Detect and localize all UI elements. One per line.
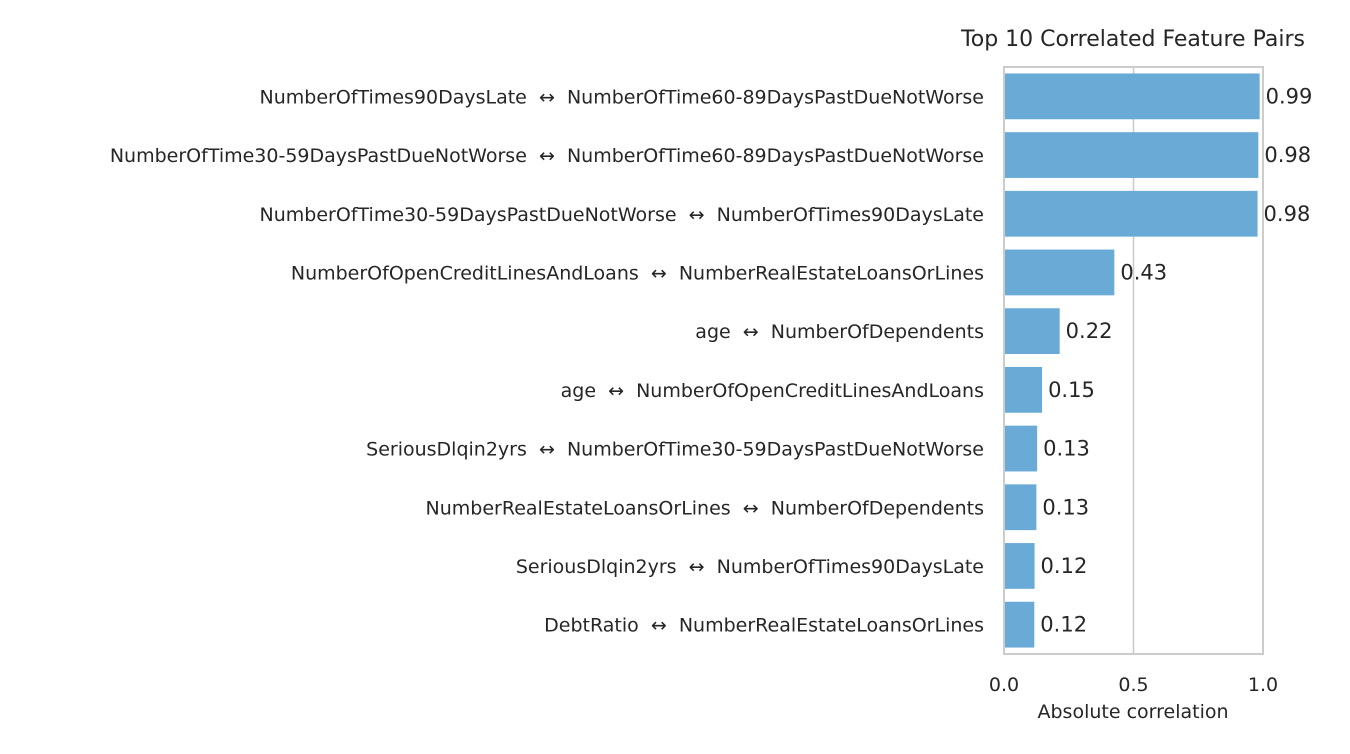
- bar: [1005, 425, 1038, 472]
- value-label: 0.12: [1041, 554, 1088, 578]
- value-label: 0.99: [1266, 84, 1313, 108]
- category-label: age ↔ NumberOfDependents: [695, 321, 984, 343]
- category-labels: NumberOfTimes90DaysLate ↔ NumberOfTime60…: [110, 86, 984, 636]
- x-tick-label: 1.0: [1248, 674, 1278, 696]
- value-label: 0.13: [1042, 495, 1089, 519]
- bar: [1005, 543, 1035, 589]
- value-label: 0.15: [1048, 378, 1095, 402]
- value-labels: 0.99 0.98 0.98 0.43 0.22 0.15 0.13 0.13 0.12 0.12: [1040, 84, 1312, 636]
- category-label: NumberRealEstateLoansOrLines ↔ NumberOfD…: [426, 497, 984, 519]
- chart-title: Top 10 Correlated Feature Pairs: [960, 27, 1305, 52]
- bar: [1005, 484, 1037, 531]
- bar: [1005, 249, 1115, 296]
- value-label: 0.13: [1043, 437, 1090, 461]
- category-label: age ↔ NumberOfOpenCreditLinesAndLoans: [561, 380, 984, 402]
- category-label: NumberOfTimes90DaysLate ↔ NumberOfTime60…: [260, 86, 984, 108]
- x-tick-label: 0.5: [1118, 674, 1148, 696]
- value-label: 0.12: [1040, 613, 1087, 637]
- bar: [1005, 73, 1260, 120]
- category-label: NumberOfTime30-59DaysPastDueNotWorse ↔ N…: [110, 145, 984, 167]
- plot-frame: [1003, 66, 1264, 655]
- bar: [1005, 366, 1043, 413]
- x-axis-ticks: 0.0 0.5 1.0: [989, 674, 1278, 696]
- bars: [1005, 73, 1260, 648]
- value-label: 0.98: [1264, 202, 1311, 226]
- bar: [1005, 308, 1060, 355]
- x-tick-label: 0.0: [989, 674, 1019, 696]
- value-label: 0.98: [1264, 143, 1311, 167]
- bar: [1005, 190, 1258, 237]
- value-label: 0.43: [1120, 260, 1167, 284]
- x-axis-title: Absolute correlation: [1037, 701, 1228, 723]
- category-label: SeriousDlqin2yrs ↔ NumberOfTimes90DaysLa…: [516, 556, 984, 578]
- category-label: DebtRatio ↔ NumberRealEstateLoansOrLines: [544, 615, 984, 637]
- category-label: NumberOfTime30-59DaysPastDueNotWorse ↔ N…: [260, 204, 984, 226]
- bar: [1005, 601, 1035, 648]
- category-label: SeriousDlqin2yrs ↔ NumberOfTime30-59Days…: [366, 439, 984, 461]
- category-label: NumberOfOpenCreditLinesAndLoans ↔ Number…: [291, 262, 984, 284]
- bar: [1005, 132, 1259, 178]
- value-label: 0.22: [1066, 319, 1113, 343]
